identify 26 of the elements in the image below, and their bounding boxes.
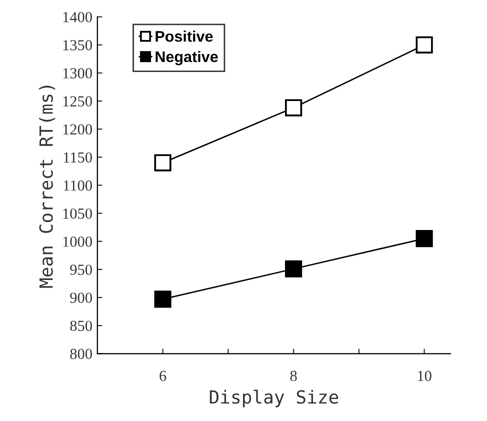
y-tick-label: 800	[70, 348, 92, 360]
point	[416, 230, 433, 248]
y-tick-label: 1000	[63, 236, 92, 247]
y-tick-label: 1200	[63, 124, 92, 135]
y-tick-label: 1150	[64, 152, 92, 163]
y-tick-label: 950	[70, 264, 92, 275]
x-tick-label: 10	[418, 370, 432, 382]
y-tick-label: 1300	[63, 68, 92, 78]
point	[285, 260, 302, 278]
y-tick-label: 1050	[63, 208, 92, 219]
x-tick-label: 8	[290, 370, 297, 382]
y-tick-label: 1350	[63, 40, 92, 50]
y-axis-title: Mean Correct RT(ms)	[38, 86, 56, 288]
legend-label: Positive	[156, 30, 213, 42]
y-tick-label: 900	[70, 292, 92, 303]
y-tick-label: 850	[70, 320, 92, 332]
point	[416, 36, 433, 54]
x-axis-title: Display Size	[210, 390, 338, 408]
x-tick-label: 6	[160, 370, 166, 382]
point	[154, 154, 172, 172]
y-tick-label: 1250	[63, 96, 92, 106]
y-tick-label: 1100	[64, 180, 92, 191]
point	[285, 99, 302, 116]
legend-label: Negative	[156, 50, 218, 66]
point	[154, 290, 172, 308]
y-tick-label: 1400	[63, 12, 92, 22]
